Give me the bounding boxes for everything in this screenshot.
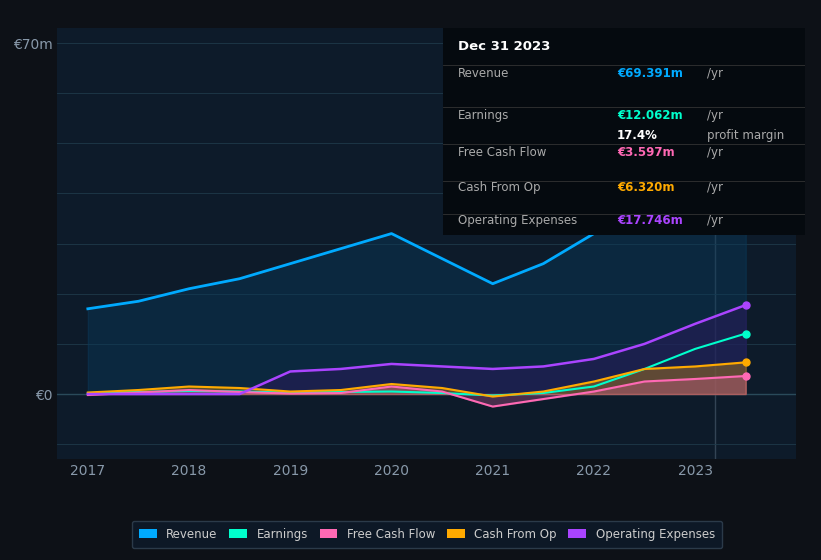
Text: €69.391m: €69.391m — [617, 67, 682, 80]
Legend: Revenue, Earnings, Free Cash Flow, Cash From Op, Operating Expenses: Revenue, Earnings, Free Cash Flow, Cash … — [132, 521, 722, 548]
Text: Dec 31 2023: Dec 31 2023 — [458, 40, 550, 53]
Text: €17.746m: €17.746m — [617, 214, 682, 227]
Text: Operating Expenses: Operating Expenses — [458, 214, 577, 227]
Text: Earnings: Earnings — [458, 109, 509, 122]
Text: /yr: /yr — [707, 214, 723, 227]
Text: Revenue: Revenue — [458, 67, 509, 80]
Text: /yr: /yr — [707, 109, 723, 122]
Text: profit margin: profit margin — [707, 129, 784, 142]
Text: €12.062m: €12.062m — [617, 109, 682, 122]
Text: Free Cash Flow: Free Cash Flow — [458, 146, 546, 159]
Text: /yr: /yr — [707, 181, 723, 194]
Text: 17.4%: 17.4% — [617, 129, 658, 142]
Text: €6.320m: €6.320m — [617, 181, 674, 194]
Text: Cash From Op: Cash From Op — [458, 181, 540, 194]
Text: /yr: /yr — [707, 146, 723, 159]
Text: €3.597m: €3.597m — [617, 146, 674, 159]
Text: /yr: /yr — [707, 67, 723, 80]
